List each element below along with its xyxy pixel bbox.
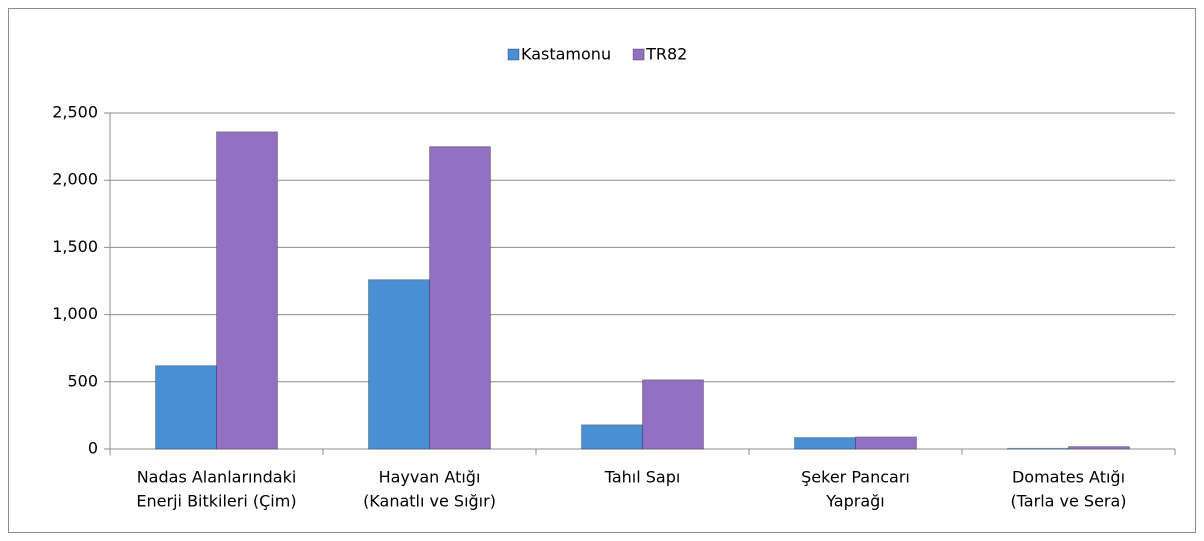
x-tick-label: Tahıl Sapı xyxy=(604,468,681,487)
x-tick-label: Şeker Pancarı xyxy=(801,468,910,487)
legend-label: Kastamonu xyxy=(521,45,611,64)
x-tick-label: Enerji Bitkileri (Çim) xyxy=(136,492,296,511)
x-tick-label: Yaprağı xyxy=(825,492,885,511)
bar xyxy=(216,131,278,450)
x-tick-label: (Tarla ve Sera) xyxy=(1010,492,1126,511)
y-tick-label: 500 xyxy=(67,371,98,390)
legend-swatch xyxy=(632,48,645,61)
bar xyxy=(1007,447,1069,450)
bar xyxy=(581,424,643,450)
x-tick-label: Hayvan Atığı xyxy=(379,468,481,487)
y-tick-label: 2,500 xyxy=(52,103,98,122)
bar xyxy=(794,437,856,450)
bar xyxy=(642,379,704,450)
legend-label: TR82 xyxy=(645,45,687,64)
bar xyxy=(155,365,217,450)
bar xyxy=(368,279,430,450)
y-tick-label: 2,000 xyxy=(52,170,98,189)
y-tick-label: 1,000 xyxy=(52,304,98,323)
bar xyxy=(429,146,491,450)
x-tick-label: Nadas Alanlarındaki xyxy=(137,468,297,487)
y-tick-label: 1,500 xyxy=(52,237,98,256)
bar xyxy=(1068,446,1130,450)
x-tick-label: Domates Atığı xyxy=(1012,468,1125,487)
x-tick-label: (Kanatlı ve Sığır) xyxy=(363,492,496,511)
chart-border xyxy=(8,8,1196,533)
y-tick-label: 0 xyxy=(88,439,98,458)
legend-swatch xyxy=(507,48,520,61)
bar xyxy=(855,436,917,450)
